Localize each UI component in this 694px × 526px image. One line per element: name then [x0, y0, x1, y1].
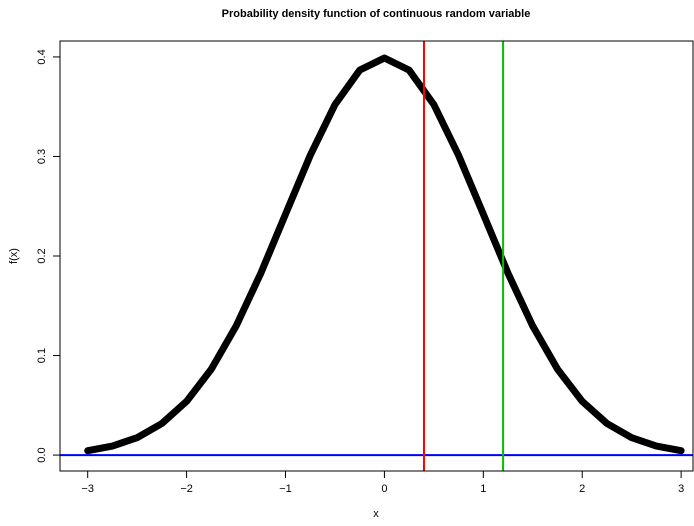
x-tick-label: −1: [279, 483, 292, 495]
y-tick-label: 0.1: [36, 348, 48, 363]
y-tick-label: 0.2: [36, 248, 48, 263]
x-axis-label: x: [373, 508, 379, 520]
density-curve: [84, 54, 685, 455]
x-tick-label: 0: [381, 483, 387, 495]
y-axis-label: f(x): [8, 248, 20, 264]
chart-title: Probability density function of continuo…: [222, 8, 531, 20]
y-tick-label: 0.3: [36, 149, 48, 164]
y-tick-label: 0.0: [36, 447, 48, 462]
x-tick-label: 1: [480, 483, 486, 495]
x-tick-label: −3: [81, 483, 94, 495]
x-tick-label: −2: [180, 483, 193, 495]
x-tick-label: 3: [678, 483, 684, 495]
y-tick-label: 0.4: [36, 49, 48, 64]
plot-frame: [59, 40, 694, 472]
x-tick-label: 2: [579, 483, 585, 495]
